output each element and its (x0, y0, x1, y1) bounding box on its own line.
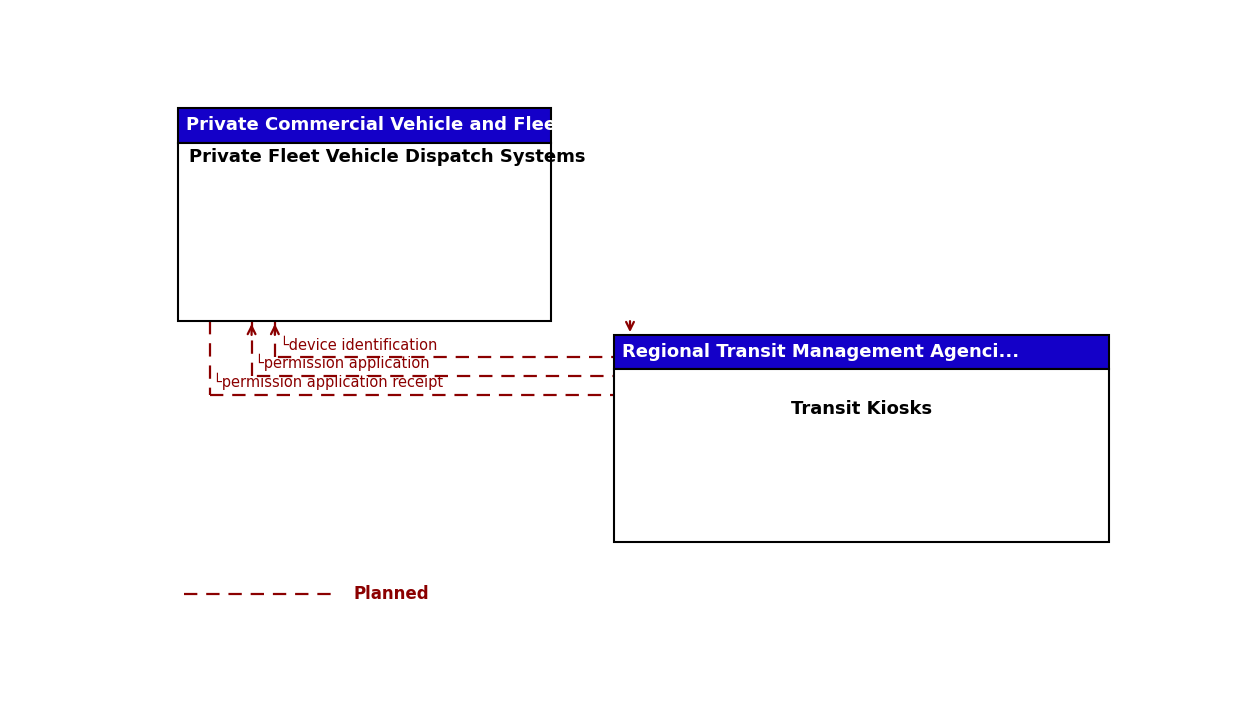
Bar (615, 335, 1109, 369)
Text: └device identification: └device identification (279, 337, 437, 353)
Bar (615, 369, 1109, 542)
Text: Regional Transit Management Agenci...: Regional Transit Management Agenci... (622, 343, 1019, 361)
Text: Transit Kiosks: Transit Kiosks (791, 401, 933, 419)
Text: Private Fleet Vehicle Dispatch Systems: Private Fleet Vehicle Dispatch Systems (189, 148, 586, 166)
Text: └permission application: └permission application (254, 354, 429, 371)
Text: Private Commercial Vehicle and Fleet...: Private Commercial Vehicle and Fleet... (185, 116, 585, 134)
Bar (178, 143, 551, 321)
Text: Planned: Planned (353, 584, 429, 602)
Text: └permission application receipt: └permission application receipt (213, 373, 443, 391)
Bar (178, 108, 551, 143)
